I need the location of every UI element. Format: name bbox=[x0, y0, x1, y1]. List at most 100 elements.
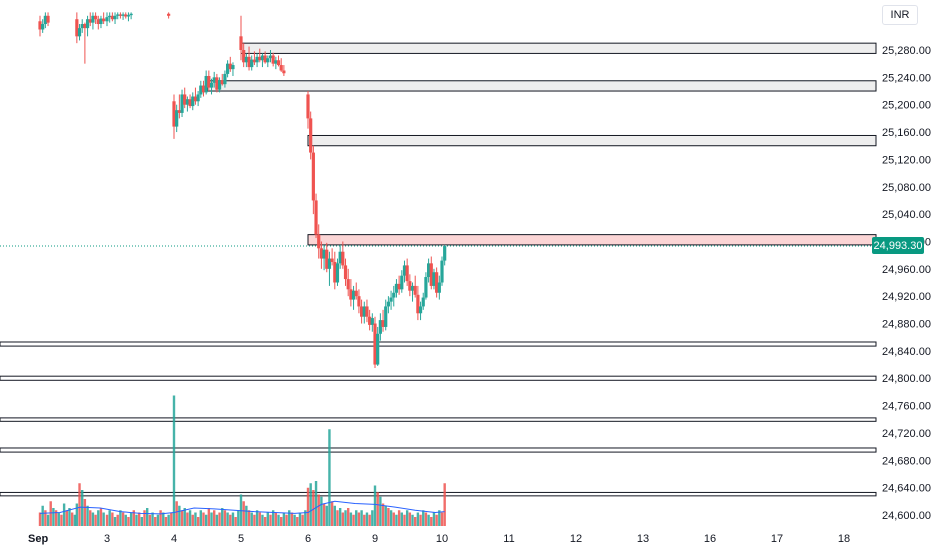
volume-bar bbox=[148, 514, 152, 526]
candle-body bbox=[207, 75, 211, 88]
candle-body bbox=[113, 15, 117, 20]
volume-bar bbox=[102, 512, 105, 526]
volume-bar bbox=[435, 514, 438, 526]
volume-bar bbox=[113, 517, 117, 526]
volume-bar bbox=[355, 510, 358, 526]
volume-bar bbox=[191, 514, 194, 526]
candle-body bbox=[317, 234, 321, 249]
volume-bar bbox=[178, 505, 181, 526]
volume-bar bbox=[306, 487, 310, 526]
volume-bar bbox=[360, 510, 363, 526]
volume-bar bbox=[86, 505, 89, 526]
candle-body bbox=[322, 249, 326, 259]
volume-bar bbox=[94, 514, 97, 526]
volume-bar bbox=[167, 514, 170, 526]
volume-bar bbox=[282, 512, 286, 526]
level-line bbox=[0, 341, 877, 347]
candle-body bbox=[129, 13, 133, 16]
candle-body bbox=[167, 13, 171, 16]
volume-bar bbox=[432, 512, 436, 526]
volume-bar bbox=[301, 514, 304, 526]
volume-bar bbox=[234, 517, 237, 526]
candle-body bbox=[421, 297, 425, 307]
volume-bar bbox=[338, 508, 342, 526]
volume-bar bbox=[129, 512, 133, 526]
volume-bar bbox=[381, 503, 385, 526]
candle-body bbox=[91, 15, 95, 23]
volume-bar bbox=[320, 496, 323, 526]
candle-body bbox=[228, 63, 232, 70]
volume-bar bbox=[183, 508, 186, 526]
volume-bar bbox=[312, 490, 315, 526]
candle-body bbox=[252, 59, 256, 63]
candle-body bbox=[338, 251, 342, 264]
candle-body bbox=[311, 152, 315, 201]
volume-bar bbox=[207, 508, 211, 526]
volume-bar bbox=[97, 510, 100, 526]
candle-body bbox=[343, 265, 348, 280]
volume-bar bbox=[204, 514, 208, 526]
volume-bar bbox=[427, 514, 430, 526]
volume-bar bbox=[124, 514, 127, 526]
volume-bar bbox=[408, 512, 412, 526]
volume-bar bbox=[199, 510, 202, 526]
candle-body bbox=[360, 306, 364, 317]
candle-body bbox=[330, 258, 334, 262]
candle-body bbox=[376, 333, 380, 365]
candle-body bbox=[357, 296, 361, 307]
candle-body bbox=[266, 58, 270, 63]
candle-body bbox=[351, 290, 356, 300]
volume-bar bbox=[288, 510, 291, 526]
price-tick-label: 25,080.00 bbox=[882, 182, 931, 194]
candle-body bbox=[226, 63, 230, 74]
price-tick-label: 24,920.00 bbox=[882, 291, 931, 303]
volume-bar bbox=[271, 510, 275, 526]
volume-bar bbox=[280, 517, 283, 526]
volume-bar bbox=[70, 512, 74, 526]
level-line bbox=[0, 417, 877, 422]
candle-body bbox=[231, 65, 235, 70]
volume-bar bbox=[151, 512, 154, 526]
candle-body bbox=[349, 289, 353, 300]
price-tick-label: 24,680.00 bbox=[882, 455, 931, 467]
volume-bar bbox=[392, 512, 395, 526]
candle-body bbox=[373, 323, 377, 365]
candle-body bbox=[394, 283, 399, 293]
volume-bar bbox=[172, 395, 176, 526]
candle-body bbox=[75, 19, 79, 37]
currency-label[interactable]: INR bbox=[882, 5, 918, 25]
volume-bar bbox=[83, 499, 87, 526]
volume-bar bbox=[330, 501, 334, 526]
candle-body bbox=[279, 65, 283, 71]
volume-bar bbox=[328, 429, 331, 526]
price-tick-label: 25,160.00 bbox=[882, 127, 931, 139]
volume-bar bbox=[263, 517, 267, 526]
volume-bar bbox=[180, 510, 184, 526]
candle-body bbox=[94, 15, 98, 20]
candle-body bbox=[410, 285, 415, 291]
candle-body bbox=[327, 258, 332, 269]
candle-body bbox=[244, 56, 248, 63]
candle-body bbox=[116, 14, 120, 16]
candle-body bbox=[88, 19, 92, 23]
candle-body bbox=[38, 21, 42, 30]
candle-body bbox=[212, 77, 216, 83]
volume-bar bbox=[91, 512, 95, 526]
volume-bar bbox=[188, 510, 192, 526]
zone-rect bbox=[307, 234, 877, 246]
volume-bar bbox=[99, 508, 103, 526]
volume-bar bbox=[416, 512, 420, 526]
volume-bar bbox=[137, 512, 141, 526]
candle-body bbox=[185, 99, 189, 105]
candle-body bbox=[183, 94, 187, 105]
volume-bar bbox=[347, 508, 350, 526]
price-tick-label: 25,200.00 bbox=[882, 100, 931, 112]
volume-bar bbox=[146, 508, 149, 526]
volume-bar bbox=[116, 514, 119, 526]
volume-bar bbox=[371, 510, 374, 526]
volume-bar bbox=[89, 510, 92, 526]
volume-bar bbox=[419, 514, 422, 526]
candle-body bbox=[408, 281, 412, 291]
